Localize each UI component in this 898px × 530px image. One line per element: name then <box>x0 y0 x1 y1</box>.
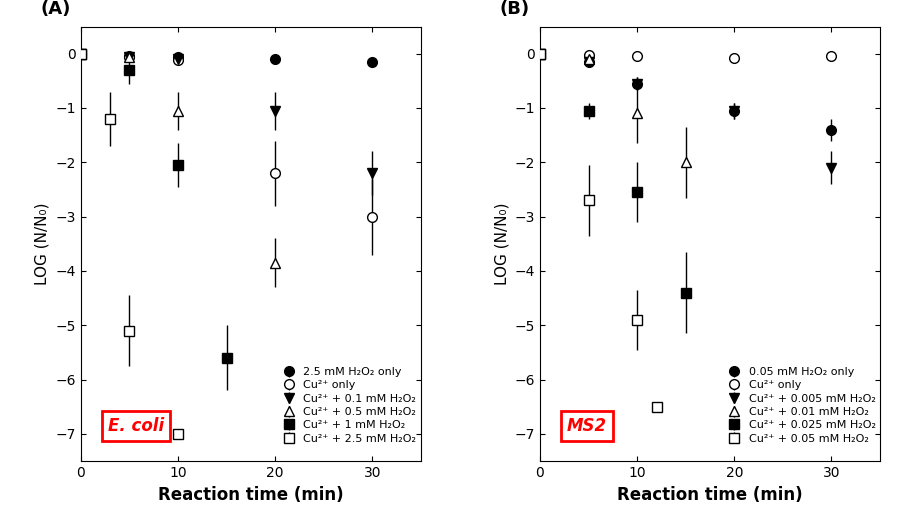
Text: MS2: MS2 <box>568 417 607 435</box>
Text: (A): (A) <box>40 0 70 18</box>
Legend: 0.05 mM H₂O₂ only, Cu²⁺ only, Cu²⁺ + 0.005 mM H₂O₂, Cu²⁺ + 0.01 mM H₂O₂, Cu²⁺ + : 0.05 mM H₂O₂ only, Cu²⁺ only, Cu²⁺ + 0.0… <box>719 363 880 448</box>
Legend: 2.5 mM H₂O₂ only, Cu²⁺ only, Cu²⁺ + 0.1 mM H₂O₂, Cu²⁺ + 0.5 mM H₂O₂, Cu²⁺ + 1 mM: 2.5 mM H₂O₂ only, Cu²⁺ only, Cu²⁺ + 0.1 … <box>275 363 421 448</box>
Text: E. coli: E. coli <box>108 417 164 435</box>
Y-axis label: LOG (N/N₀): LOG (N/N₀) <box>35 202 50 285</box>
Y-axis label: LOG (N/N₀): LOG (N/N₀) <box>494 202 509 285</box>
Text: (B): (B) <box>499 0 529 18</box>
X-axis label: Reaction time (min): Reaction time (min) <box>158 485 344 504</box>
X-axis label: Reaction time (min): Reaction time (min) <box>617 485 803 504</box>
